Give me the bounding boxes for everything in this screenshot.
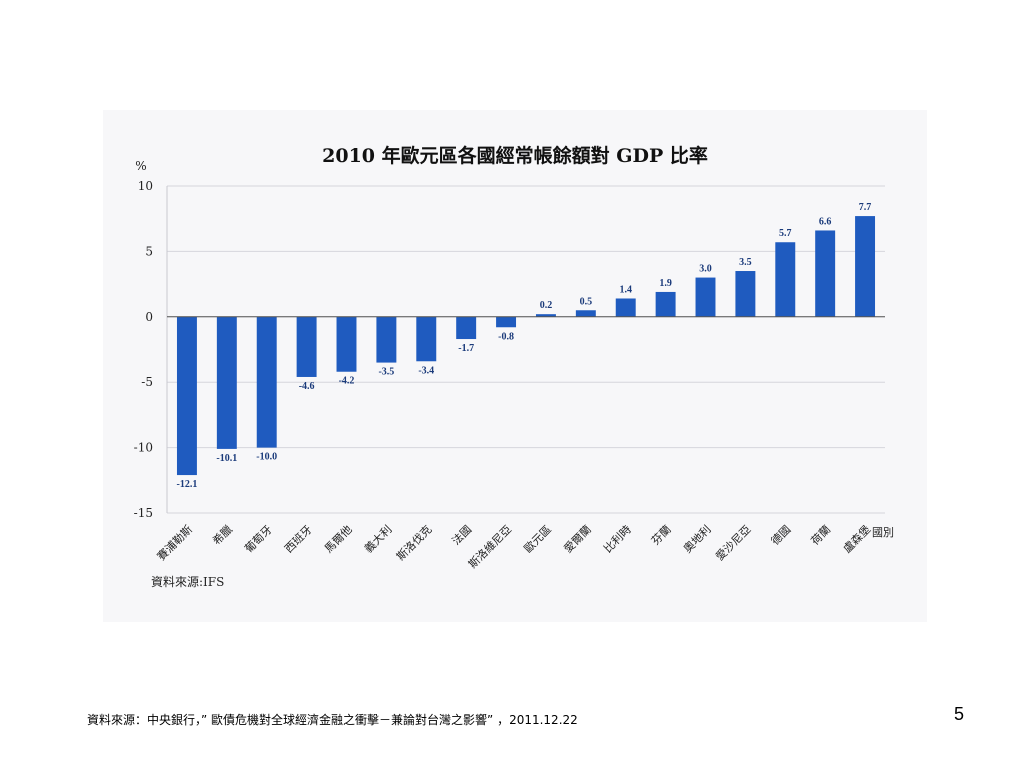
value-label: -12.1 <box>177 479 198 490</box>
footer-citation: 資料來源：中央銀行，” 歐債危機對全球經濟金融之衝擊－兼論對台灣之影響” ，20… <box>87 713 578 727</box>
bar <box>336 316 357 372</box>
category-label: 愛沙尼亞 <box>713 523 753 563</box>
value-label: 7.7 <box>859 202 872 213</box>
bars <box>176 216 876 476</box>
bar <box>615 298 636 317</box>
value-label: -10.0 <box>256 452 277 463</box>
category-label: 葡萄牙 <box>242 523 275 556</box>
category-label: 愛爾蘭 <box>561 523 594 556</box>
chart-svg: 2010 年歐元區各國經常帳餘額對 GDP 比率 % 1050-5-10-15 … <box>134 144 894 589</box>
y-tick-label: 5 <box>145 244 153 258</box>
category-label: 法國 <box>449 522 474 547</box>
category-label: 斯洛維尼亞 <box>465 522 514 571</box>
bar <box>176 316 197 476</box>
value-label: -0.8 <box>498 331 514 342</box>
chart-panel: 2010 年歐元區各國經常帳餘額對 GDP 比率 % 10 5 0 -5 -10 -15 … <box>103 110 927 622</box>
value-label: -3.5 <box>378 367 394 378</box>
value-label: 1.4 <box>619 284 632 295</box>
y-tick-label: 10 <box>138 179 153 193</box>
bar <box>655 291 676 317</box>
value-label: 1.9 <box>659 278 672 289</box>
y-tick-label: -5 <box>141 375 153 389</box>
category-label: 盧森堡 <box>840 522 873 555</box>
value-label: -3.4 <box>418 365 434 376</box>
y-axis-unit-label: % <box>135 159 146 173</box>
bar <box>456 316 477 340</box>
bar <box>695 277 716 317</box>
page-number: 5 <box>953 704 964 724</box>
bar <box>416 316 437 362</box>
value-labels: -12.1 -10.1 -10.0 -4.6 -4.2 -3.5 -3.4 -1.7 -0.8 0… <box>177 202 872 490</box>
category-label: 歐元區 <box>521 522 554 555</box>
category-label: 斯洛伐克 <box>393 522 434 563</box>
value-label: 3.0 <box>699 264 712 275</box>
x-axis-label: 國別 <box>872 526 894 539</box>
category-label: 芬蘭 <box>649 523 674 548</box>
category-label: 希臘 <box>209 522 234 547</box>
value-label: 3.5 <box>739 257 752 268</box>
bar <box>855 216 876 317</box>
bar <box>376 316 397 363</box>
value-label: 5.7 <box>779 228 792 239</box>
value-label: -1.7 <box>458 343 474 354</box>
bar <box>296 316 317 377</box>
category-label: 德國 <box>768 522 793 547</box>
value-label: 6.6 <box>819 216 832 227</box>
y-tick-label: -10 <box>134 441 153 455</box>
bar <box>815 230 836 317</box>
bar <box>535 314 556 317</box>
value-label: 0.2 <box>540 300 553 311</box>
value-label: -4.2 <box>339 376 355 387</box>
y-tick-label: -15 <box>134 506 153 520</box>
value-label: -10.1 <box>216 453 237 464</box>
y-tick-labels: 10 5 0 -5 -10 -15 <box>134 179 153 520</box>
source-note: 資料來源:IFS <box>151 575 224 589</box>
bar <box>775 242 796 317</box>
bar <box>256 316 277 448</box>
bar <box>575 310 596 317</box>
category-label: 比利時 <box>601 523 634 556</box>
category-label: 馬爾他 <box>322 523 355 556</box>
category-label: 西班牙 <box>282 523 315 556</box>
category-label: 奧地利 <box>681 523 714 556</box>
category-label: 義大利 <box>361 522 394 555</box>
category-label: 荷蘭 <box>809 523 834 548</box>
bar <box>216 316 237 449</box>
value-label: 0.5 <box>580 296 593 307</box>
y-tick-label: 0 <box>145 310 153 324</box>
bar <box>496 316 517 328</box>
value-label: -4.6 <box>299 381 315 392</box>
bar <box>735 271 756 317</box>
category-label: 賽浦勒斯 <box>154 522 195 563</box>
chart-title: 2010 年歐元區各國經常帳餘額對 GDP 比率 <box>322 144 708 167</box>
